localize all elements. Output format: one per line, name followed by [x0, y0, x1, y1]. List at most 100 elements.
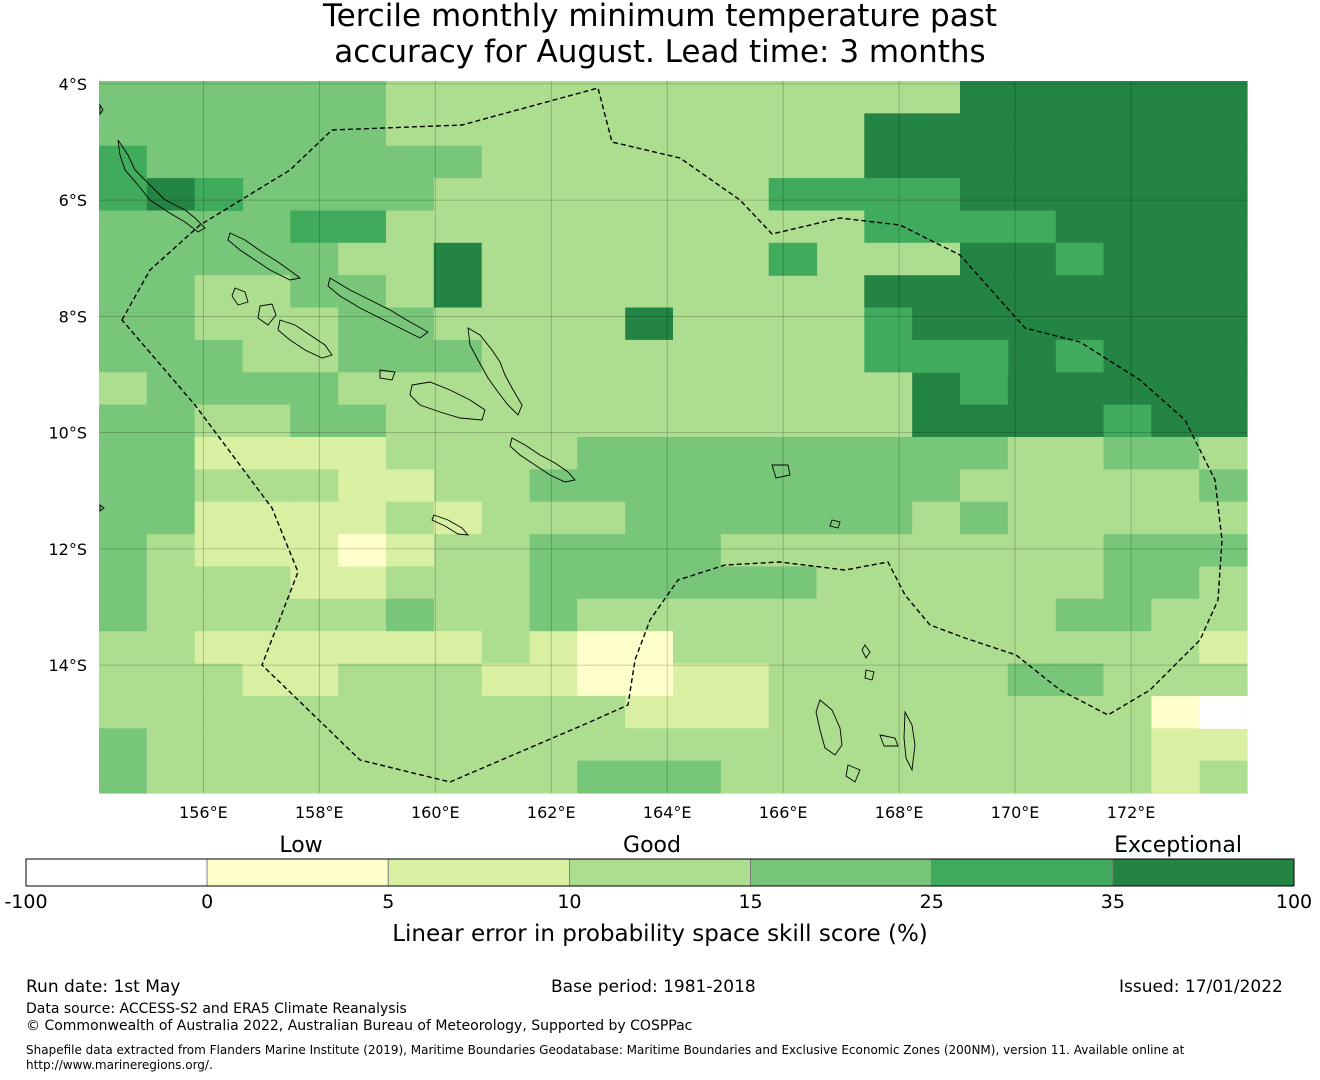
skill-cell	[433, 469, 483, 503]
skill-cell	[720, 339, 770, 373]
skill-cell	[1055, 242, 1105, 276]
skill-cell	[290, 631, 339, 665]
skill-cell	[1007, 437, 1057, 470]
skill-cell	[1103, 275, 1152, 309]
skill-cell	[146, 566, 196, 600]
skill-cell	[386, 695, 435, 729]
legend-tick-label: 15	[738, 891, 762, 913]
skill-cell	[1199, 501, 1248, 535]
skill-cell	[1103, 534, 1152, 568]
skill-cell	[912, 695, 961, 729]
skill-cell	[1103, 404, 1152, 438]
skill-cell	[864, 501, 913, 535]
skill-cell	[194, 242, 244, 276]
skill-cell	[960, 760, 1009, 794]
legend-axis-label: Linear error in probability space skill …	[392, 921, 928, 947]
skill-cell	[816, 437, 865, 470]
lon-label: 166°E	[759, 803, 808, 822]
skill-cell	[864, 113, 913, 147]
skill-cell	[433, 339, 483, 373]
skill-cell	[338, 275, 387, 309]
skill-cell	[577, 469, 626, 503]
skill-cell	[864, 631, 913, 665]
skill-cell	[768, 469, 818, 503]
skill-cell	[194, 339, 244, 373]
skill-cell	[146, 437, 196, 470]
skill-cell	[1055, 566, 1105, 600]
skill-cell	[1103, 695, 1152, 729]
skill-cell	[529, 566, 578, 600]
skill-cell	[720, 307, 770, 341]
skill-cell	[290, 598, 339, 632]
skill-cell	[99, 566, 148, 600]
skill-cell	[1151, 404, 1200, 438]
skill-cell	[1199, 178, 1248, 212]
skill-cell	[99, 178, 148, 212]
skill-cell	[720, 275, 770, 309]
skill-cell	[625, 534, 674, 568]
skill-cell	[1055, 534, 1105, 568]
skill-cell	[338, 663, 387, 697]
skill-cell	[1055, 728, 1105, 762]
skill-cell	[1007, 307, 1057, 341]
skill-cell	[290, 404, 339, 438]
skill-cell	[433, 501, 483, 535]
skill-cell	[577, 760, 626, 794]
skill-cell	[386, 178, 435, 212]
skill-cell	[864, 404, 913, 438]
skill-cell	[1151, 598, 1200, 632]
skill-cell	[720, 663, 770, 697]
skill-cell	[864, 760, 913, 794]
skill-cell	[912, 275, 961, 309]
skill-cell	[338, 404, 387, 438]
skill-cell	[1055, 178, 1105, 212]
skill-cell	[194, 372, 244, 406]
skill-cell	[673, 437, 722, 470]
skill-cell	[433, 210, 483, 244]
lat-label: 12°S	[48, 540, 87, 559]
skill-cell	[720, 631, 770, 665]
skill-cell	[960, 598, 1009, 632]
skill-cell	[1055, 663, 1105, 697]
legend-tick-label: 100	[1276, 891, 1312, 913]
skill-cell	[1199, 81, 1248, 114]
skill-cell	[720, 437, 770, 470]
skill-cell	[625, 728, 674, 762]
skill-cell	[625, 145, 674, 179]
skill-cell	[1151, 534, 1200, 568]
legend-swatch	[750, 858, 933, 887]
skill-cell	[242, 728, 291, 762]
skill-cell	[816, 663, 865, 697]
skill-cell	[99, 145, 148, 179]
skill-cell	[146, 663, 196, 697]
skill-cell	[816, 469, 865, 503]
skill-cell	[816, 760, 865, 794]
skill-cell	[338, 81, 387, 114]
skill-cell	[577, 339, 626, 373]
skill-cell	[577, 631, 626, 665]
skill-cell	[99, 242, 148, 276]
skill-cell	[386, 663, 435, 697]
skill-cell	[290, 469, 339, 503]
skill-cell	[242, 178, 291, 212]
skill-cell	[194, 81, 244, 114]
skill-cell	[912, 760, 961, 794]
skill-cell	[960, 145, 1009, 179]
skill-cell	[864, 469, 913, 503]
skill-cell	[912, 404, 961, 438]
skill-cell	[1103, 760, 1152, 794]
skill-cell	[1151, 242, 1200, 276]
skill-cell	[194, 145, 244, 179]
skill-cell	[194, 663, 244, 697]
skill-cell	[1055, 598, 1105, 632]
skill-cell	[1199, 145, 1248, 179]
skill-cell	[338, 728, 387, 762]
skill-cell	[1103, 631, 1152, 665]
skill-cell	[1103, 501, 1152, 535]
skill-cell	[1151, 178, 1200, 212]
skill-cell	[673, 566, 722, 600]
skill-cell	[912, 307, 961, 341]
skill-cell	[1007, 372, 1057, 406]
skill-cell	[194, 631, 244, 665]
skill-cell	[529, 501, 578, 535]
